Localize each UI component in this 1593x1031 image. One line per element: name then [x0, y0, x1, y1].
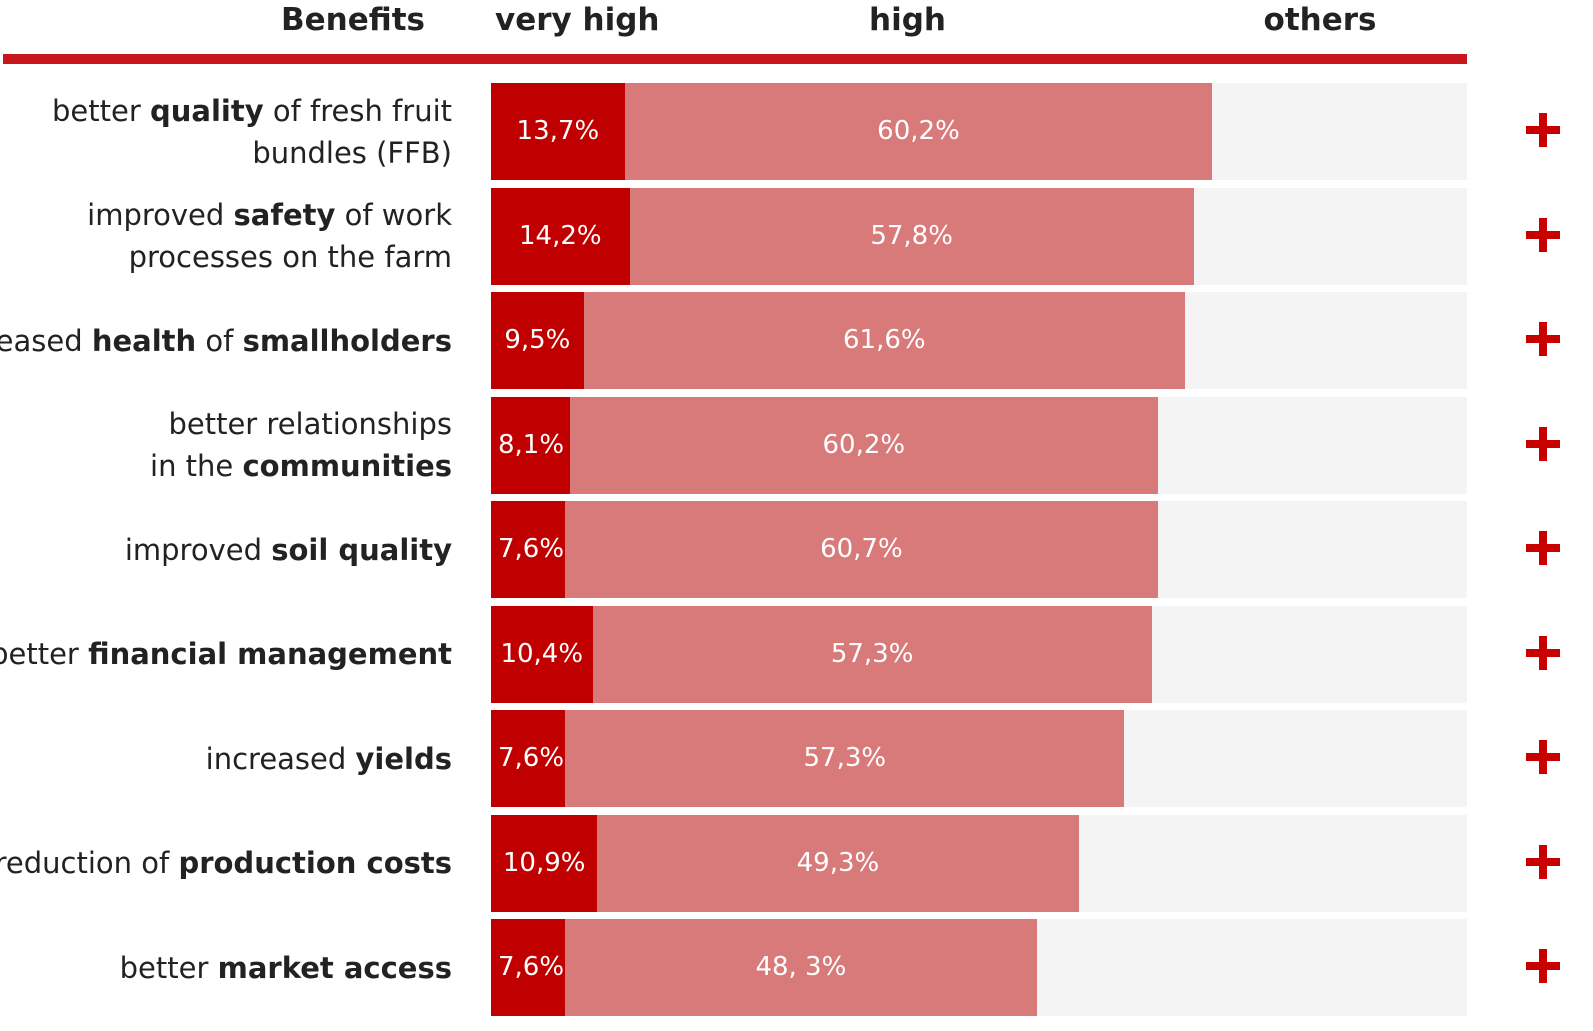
- bar-others: 9,5% 61,6%: [491, 292, 1467, 389]
- category-label: better financial management: [0, 637, 452, 671]
- bar-row: increased yields 7,6% 57,3%: [0, 710, 1593, 807]
- plus-icon: [1526, 426, 1560, 461]
- bar-row: better market access 7,6% 48, 3%: [0, 919, 1593, 1016]
- value-label-very-high: 9,5%: [504, 325, 571, 355]
- plus-icon: [1526, 740, 1560, 774]
- value-label-high: 60,2%: [877, 116, 960, 146]
- bar-others: 7,6% 48, 3%: [491, 919, 1467, 1016]
- bar-row: better relationships in the communities 8,…: [0, 396, 1593, 494]
- header-high: high: [869, 2, 946, 38]
- value-label-high: 57,3%: [803, 743, 887, 773]
- bar-others: 10,9% 49,3%: [491, 814, 1467, 912]
- plus-icon: [1526, 635, 1560, 670]
- value-label-very-high: 10,4%: [500, 638, 584, 669]
- bar-row: better quality of fresh fruit bundles (FF…: [0, 83, 1593, 180]
- value-label-high: 48, 3%: [755, 952, 847, 982]
- bar-very-high: [491, 814, 598, 912]
- value-label-very-high: 8,1%: [497, 429, 565, 460]
- category-label: eased health of smallholders: [0, 323, 452, 358]
- bar-high: [565, 919, 1037, 1016]
- bar-very-high: [491, 919, 566, 1016]
- bar-others: 10,4% 57,3%: [491, 605, 1467, 703]
- category-label: increased yields: [205, 741, 452, 776]
- category-label: improved soil quality: [124, 532, 452, 567]
- value-label-high: 60,2%: [822, 429, 906, 460]
- plus-icon: [1526, 949, 1560, 983]
- value-label-very-high: 10,9%: [502, 847, 586, 878]
- header-rule: [3, 54, 1467, 64]
- plus-icon: [1526, 113, 1560, 147]
- bar-high: [565, 501, 1158, 598]
- bar-very-high: [491, 187, 630, 285]
- bar-row: improved soil quality 7,6% 60,7%: [0, 501, 1593, 598]
- bar-high: [624, 83, 1213, 180]
- plus-icon: [1526, 844, 1560, 879]
- value-label-very-high: 7,6%: [497, 952, 565, 982]
- bar-very-high: [491, 605, 593, 703]
- value-label-high: 49,3%: [796, 847, 880, 878]
- bar-row: better financial management 10,4% 57,3%: [0, 605, 1593, 703]
- value-label-very-high: 7,6%: [497, 743, 565, 773]
- bar-high: [583, 292, 1185, 389]
- header-others: others: [1263, 2, 1377, 38]
- category-label: better relationships in the communities: [150, 407, 452, 483]
- bar-high: [565, 710, 1125, 807]
- bar-others: 7,6% 57,3%: [491, 710, 1467, 807]
- header-very-high: very high: [495, 2, 660, 38]
- bar-high: [629, 187, 1194, 285]
- bar-very-high: [491, 710, 566, 807]
- bar-others: 8,1% 60,2%: [491, 396, 1467, 494]
- value-label-very-high: 13,7%: [516, 116, 600, 146]
- plus-icon: [1526, 217, 1560, 252]
- value-label-high: 60,7%: [820, 534, 903, 564]
- bar-very-high: [491, 501, 566, 598]
- header-benefits: Benefits: [281, 2, 425, 38]
- bar-row: reduction of production costs 10,9% 49,3%: [0, 814, 1593, 912]
- category-label: improved safety of work processes on the …: [87, 198, 452, 274]
- bar-high: [570, 396, 1158, 494]
- value-label-very-high: 7,6%: [497, 534, 565, 564]
- bar-very-high: [491, 83, 625, 180]
- category-label: reduction of production costs: [0, 846, 452, 880]
- value-label-very-high: 14,2%: [518, 220, 602, 251]
- bar-high: [597, 814, 1079, 912]
- bar-very-high: [491, 396, 571, 494]
- plus-icon: [1526, 322, 1560, 356]
- bar-very-high: [491, 292, 584, 389]
- bar-row: improved safety of work processes on the …: [0, 187, 1593, 285]
- category-label: better market access: [119, 950, 452, 985]
- category-label: better quality of fresh fruit bundles (FF…: [52, 93, 452, 170]
- bar-others: 14,2% 57,8%: [491, 187, 1467, 285]
- bar-high: [592, 605, 1152, 703]
- bar-others: 13,7% 60,2%: [491, 83, 1467, 180]
- value-label-high: 57,3%: [830, 638, 914, 669]
- bar-row: eased health of smallholders 9,5% 61,6%: [0, 292, 1593, 389]
- bar-others: 7,6% 60,7%: [491, 501, 1467, 598]
- value-label-high: 57,8%: [870, 220, 953, 251]
- plus-icon: [1526, 531, 1560, 565]
- value-label-high: 61,6%: [843, 325, 926, 355]
